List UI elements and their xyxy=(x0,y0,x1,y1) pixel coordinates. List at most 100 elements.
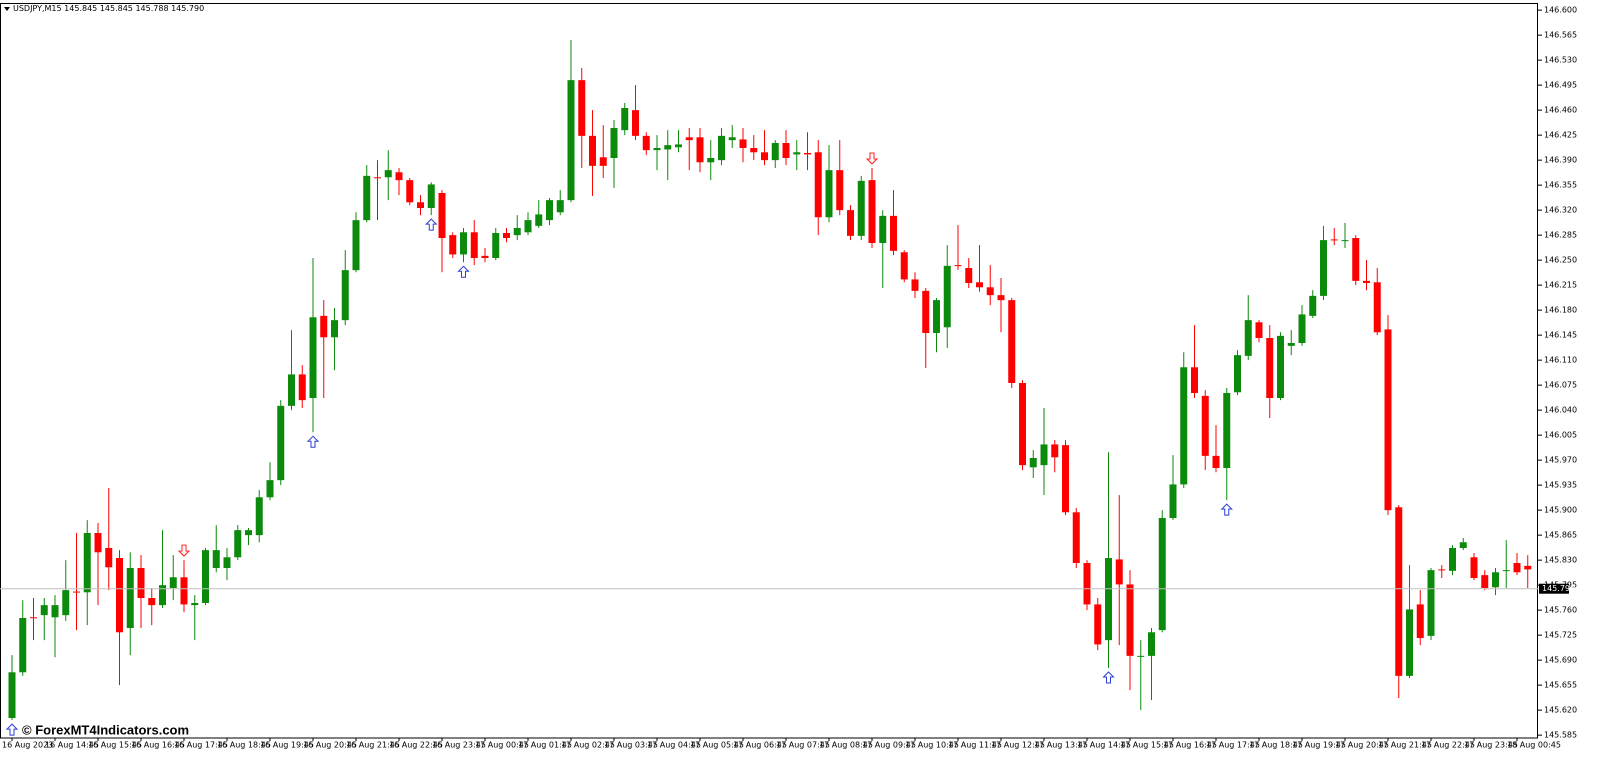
candle-body xyxy=(288,374,295,406)
candle-body xyxy=(1191,367,1198,393)
candle-body xyxy=(277,405,285,481)
candle-body xyxy=(255,497,263,536)
candle-body xyxy=(1137,655,1145,657)
candle-body xyxy=(1287,343,1295,346)
x-tick-label: 16 Aug 14:45 xyxy=(45,741,99,750)
candle-body xyxy=(1062,445,1069,513)
candle-body xyxy=(1373,282,1381,333)
x-tick-label: 16 Aug 19:45 xyxy=(260,741,314,750)
candle-body xyxy=(116,558,123,633)
candle-body xyxy=(911,279,919,291)
candle-body xyxy=(825,170,833,218)
header-high: 145.845 xyxy=(100,4,133,13)
candle-body xyxy=(1201,395,1209,456)
x-tick-label: 17 Aug 08:45 xyxy=(819,741,873,750)
candle-body xyxy=(933,300,940,333)
candle-body xyxy=(728,137,736,141)
candle-body xyxy=(922,290,930,333)
candle-body xyxy=(696,137,704,163)
candle-body xyxy=(1180,367,1188,485)
candle-body xyxy=(621,108,629,131)
candle-body xyxy=(245,530,252,536)
candle-body xyxy=(1341,240,1349,242)
x-tick-label: 17 Aug 09:45 xyxy=(862,741,916,750)
x-tick-label: 17 Aug 03:45 xyxy=(604,741,658,750)
x-tick-label: 17 Aug 02:45 xyxy=(561,741,615,750)
candle-body xyxy=(1309,295,1317,316)
header-close: 145.790 xyxy=(171,4,204,13)
x-tick-label: 16 Aug 15:45 xyxy=(88,741,142,750)
candle-body xyxy=(51,605,59,618)
candle-body xyxy=(1384,329,1392,511)
candle-body xyxy=(492,233,500,258)
bid-label: 145.790 xyxy=(1542,584,1575,593)
candle-body xyxy=(675,144,682,148)
x-tick-label: 17 Aug 20:45 xyxy=(1335,741,1389,750)
candle-body xyxy=(868,180,876,243)
x-tick-label: 17 Aug 16:45 xyxy=(1163,741,1217,750)
candle-body xyxy=(761,152,768,161)
candle-body xyxy=(62,590,70,616)
bid-box xyxy=(1539,583,1569,594)
candle-body xyxy=(1115,559,1123,585)
candle-body xyxy=(417,202,424,208)
y-tick-label: 145.830 xyxy=(1544,556,1577,565)
candle-body xyxy=(1502,570,1510,572)
y-tick-label: 145.865 xyxy=(1544,531,1577,540)
candle-body xyxy=(126,568,134,628)
x-tick-label: 16 Aug 20:45 xyxy=(303,741,357,750)
candle-body xyxy=(976,282,983,288)
candle-body xyxy=(1008,300,1016,383)
candle-body xyxy=(309,317,317,398)
x-tick-label: 17 Aug 12:45 xyxy=(991,741,1045,750)
y-tick-label: 146.355 xyxy=(1544,181,1577,190)
candle-body xyxy=(567,80,575,201)
candle-body xyxy=(1406,609,1413,676)
candle-body xyxy=(159,585,166,606)
candle-body xyxy=(1277,335,1284,398)
y-tick-label: 146.075 xyxy=(1544,381,1577,390)
x-tick-label: 16 Aug 21:45 xyxy=(346,741,400,750)
y-tick-label: 145.585 xyxy=(1544,731,1577,740)
y-tick-label: 145.900 xyxy=(1544,506,1577,515)
candle-body xyxy=(384,170,392,178)
candle-body xyxy=(610,128,618,158)
candle-body xyxy=(857,180,865,236)
candle-body xyxy=(632,110,639,136)
candle-body xyxy=(836,170,844,211)
y-tick-label: 146.180 xyxy=(1544,306,1577,315)
x-tick-label: 17 Aug 05:45 xyxy=(690,741,744,750)
candle-body xyxy=(105,548,113,568)
x-tick-label: 17 Aug 11:45 xyxy=(948,741,1002,750)
candle-body xyxy=(793,152,801,155)
x-tick-label: 17 Aug 18:45 xyxy=(1249,741,1303,750)
x-tick-label: 16 Aug 2023 xyxy=(2,741,53,750)
candle-body xyxy=(266,480,274,498)
candle-body xyxy=(1363,280,1370,283)
candle-body xyxy=(804,153,811,155)
candle-body xyxy=(1395,507,1403,676)
y-tick-label: 145.935 xyxy=(1544,481,1577,490)
candle-body xyxy=(1320,240,1327,296)
candle-body xyxy=(546,200,553,221)
candle-body xyxy=(578,80,586,136)
candle-body xyxy=(1513,563,1521,573)
watermark: © ForexMT4Indicators.com xyxy=(22,722,189,737)
candle-body xyxy=(470,232,478,258)
candle-body xyxy=(685,137,693,141)
candle-body xyxy=(503,233,510,238)
candle-body xyxy=(1094,604,1102,645)
candle-body xyxy=(965,268,973,283)
candle-body xyxy=(94,533,102,553)
y-tick-label: 145.760 xyxy=(1544,606,1577,615)
candle-body xyxy=(739,139,747,148)
y-tick-label: 146.600 xyxy=(1544,6,1577,15)
x-tick-label: 17 Aug 04:45 xyxy=(647,741,701,750)
y-tick-label: 146.565 xyxy=(1544,31,1577,40)
x-tick-label: 16 Aug 16:45 xyxy=(131,741,185,750)
buy-arrow xyxy=(1102,671,1115,684)
candle-body xyxy=(954,265,962,267)
x-tick-label: 16 Aug 17:45 xyxy=(174,741,228,750)
candle-body xyxy=(599,157,607,166)
candle-body xyxy=(814,152,822,218)
